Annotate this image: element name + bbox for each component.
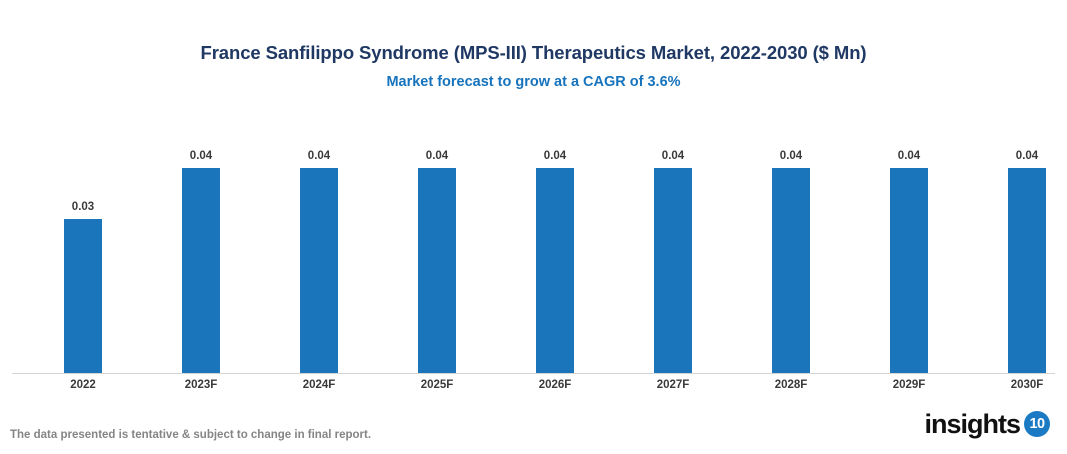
bar-value-label: 0.04 — [425, 150, 449, 162]
logo-badge-icon: 10 — [1024, 411, 1050, 437]
bar-2025F[interactable] — [418, 168, 456, 373]
bar-value-label: 0.04 — [1015, 150, 1039, 162]
bar-group: 0.04 — [378, 120, 496, 373]
disclaimer-text: The data presented is tentative & subjec… — [10, 429, 372, 441]
bar-value-label: 0.04 — [189, 150, 213, 162]
bar-group: 0.03 — [24, 120, 142, 373]
bar-group: 0.04 — [496, 120, 614, 373]
x-axis-tick-label: 2022 — [70, 379, 96, 391]
insights10-logo: insights 10 — [924, 408, 1050, 440]
x-axis-tick-label: 2023F — [184, 379, 218, 391]
bar-value-label: 0.04 — [897, 150, 921, 162]
x-axis-tick-label: 2028F — [774, 379, 808, 391]
chart-subtitle: Market forecast to grow at a CAGR of 3.6… — [386, 74, 681, 90]
bar-group: 0.04 — [142, 120, 260, 373]
x-axis-tick-label: 2025F — [420, 379, 454, 391]
bar-2030F[interactable] — [1008, 168, 1046, 373]
bar-group: 0.04 — [850, 120, 968, 373]
bar-value-label: 0.04 — [543, 150, 567, 162]
bar-group: 0.04 — [968, 120, 1067, 373]
bar-group: 0.04 — [260, 120, 378, 373]
bar-2029F[interactable] — [890, 168, 928, 373]
x-axis-tick-label: 2024F — [302, 379, 336, 391]
bar-2027F[interactable] — [654, 168, 692, 373]
page-title: France Sanfilippo Syndrome (MPS-III) The… — [200, 42, 867, 63]
x-axis-labels: 2022 2023F 2024F 2025F 2026F 2027F 2028F 2029F 2… — [12, 378, 1055, 394]
bar-value-label: 0.04 — [307, 150, 331, 162]
x-axis-tick-label: 2027F — [656, 379, 690, 391]
bar-value-label: 0.04 — [661, 150, 685, 162]
bar-2023F[interactable] — [182, 168, 220, 373]
x-axis-tick-label: 2030F — [1010, 379, 1044, 391]
bar-2024F[interactable] — [300, 168, 338, 373]
plot-area: 0.03 0.04 0.04 0.04 0.04 0.04 0.04 0.04 0.04 — [12, 120, 1055, 374]
bar-2028F[interactable] — [772, 168, 810, 373]
x-axis-line — [12, 373, 1055, 374]
bar-value-label: 0.03 — [71, 201, 95, 213]
bar-group: 0.04 — [732, 120, 850, 373]
x-axis-tick-label: 2029F — [892, 379, 926, 391]
logo-wordmark: insights — [924, 409, 1021, 439]
x-axis-tick-label: 2026F — [538, 379, 572, 391]
bar-group: 0.04 — [614, 120, 732, 373]
bar-2022[interactable] — [64, 219, 102, 373]
bar-2026F[interactable] — [536, 168, 574, 373]
bar-value-label: 0.04 — [779, 150, 803, 162]
title-block: France Sanfilippo Syndrome (MPS-III) The… — [0, 40, 1067, 92]
